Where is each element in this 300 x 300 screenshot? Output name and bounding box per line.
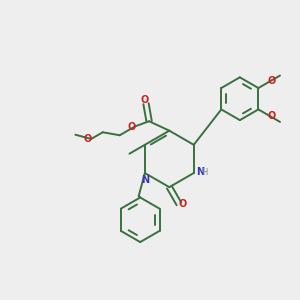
Text: O: O <box>268 76 276 86</box>
Text: H: H <box>201 168 208 177</box>
Text: O: O <box>128 122 136 132</box>
Text: O: O <box>140 95 149 105</box>
Text: N: N <box>196 167 204 177</box>
Text: O: O <box>83 134 92 144</box>
Text: O: O <box>268 111 276 121</box>
Text: O: O <box>178 200 187 209</box>
Text: N: N <box>141 175 149 184</box>
